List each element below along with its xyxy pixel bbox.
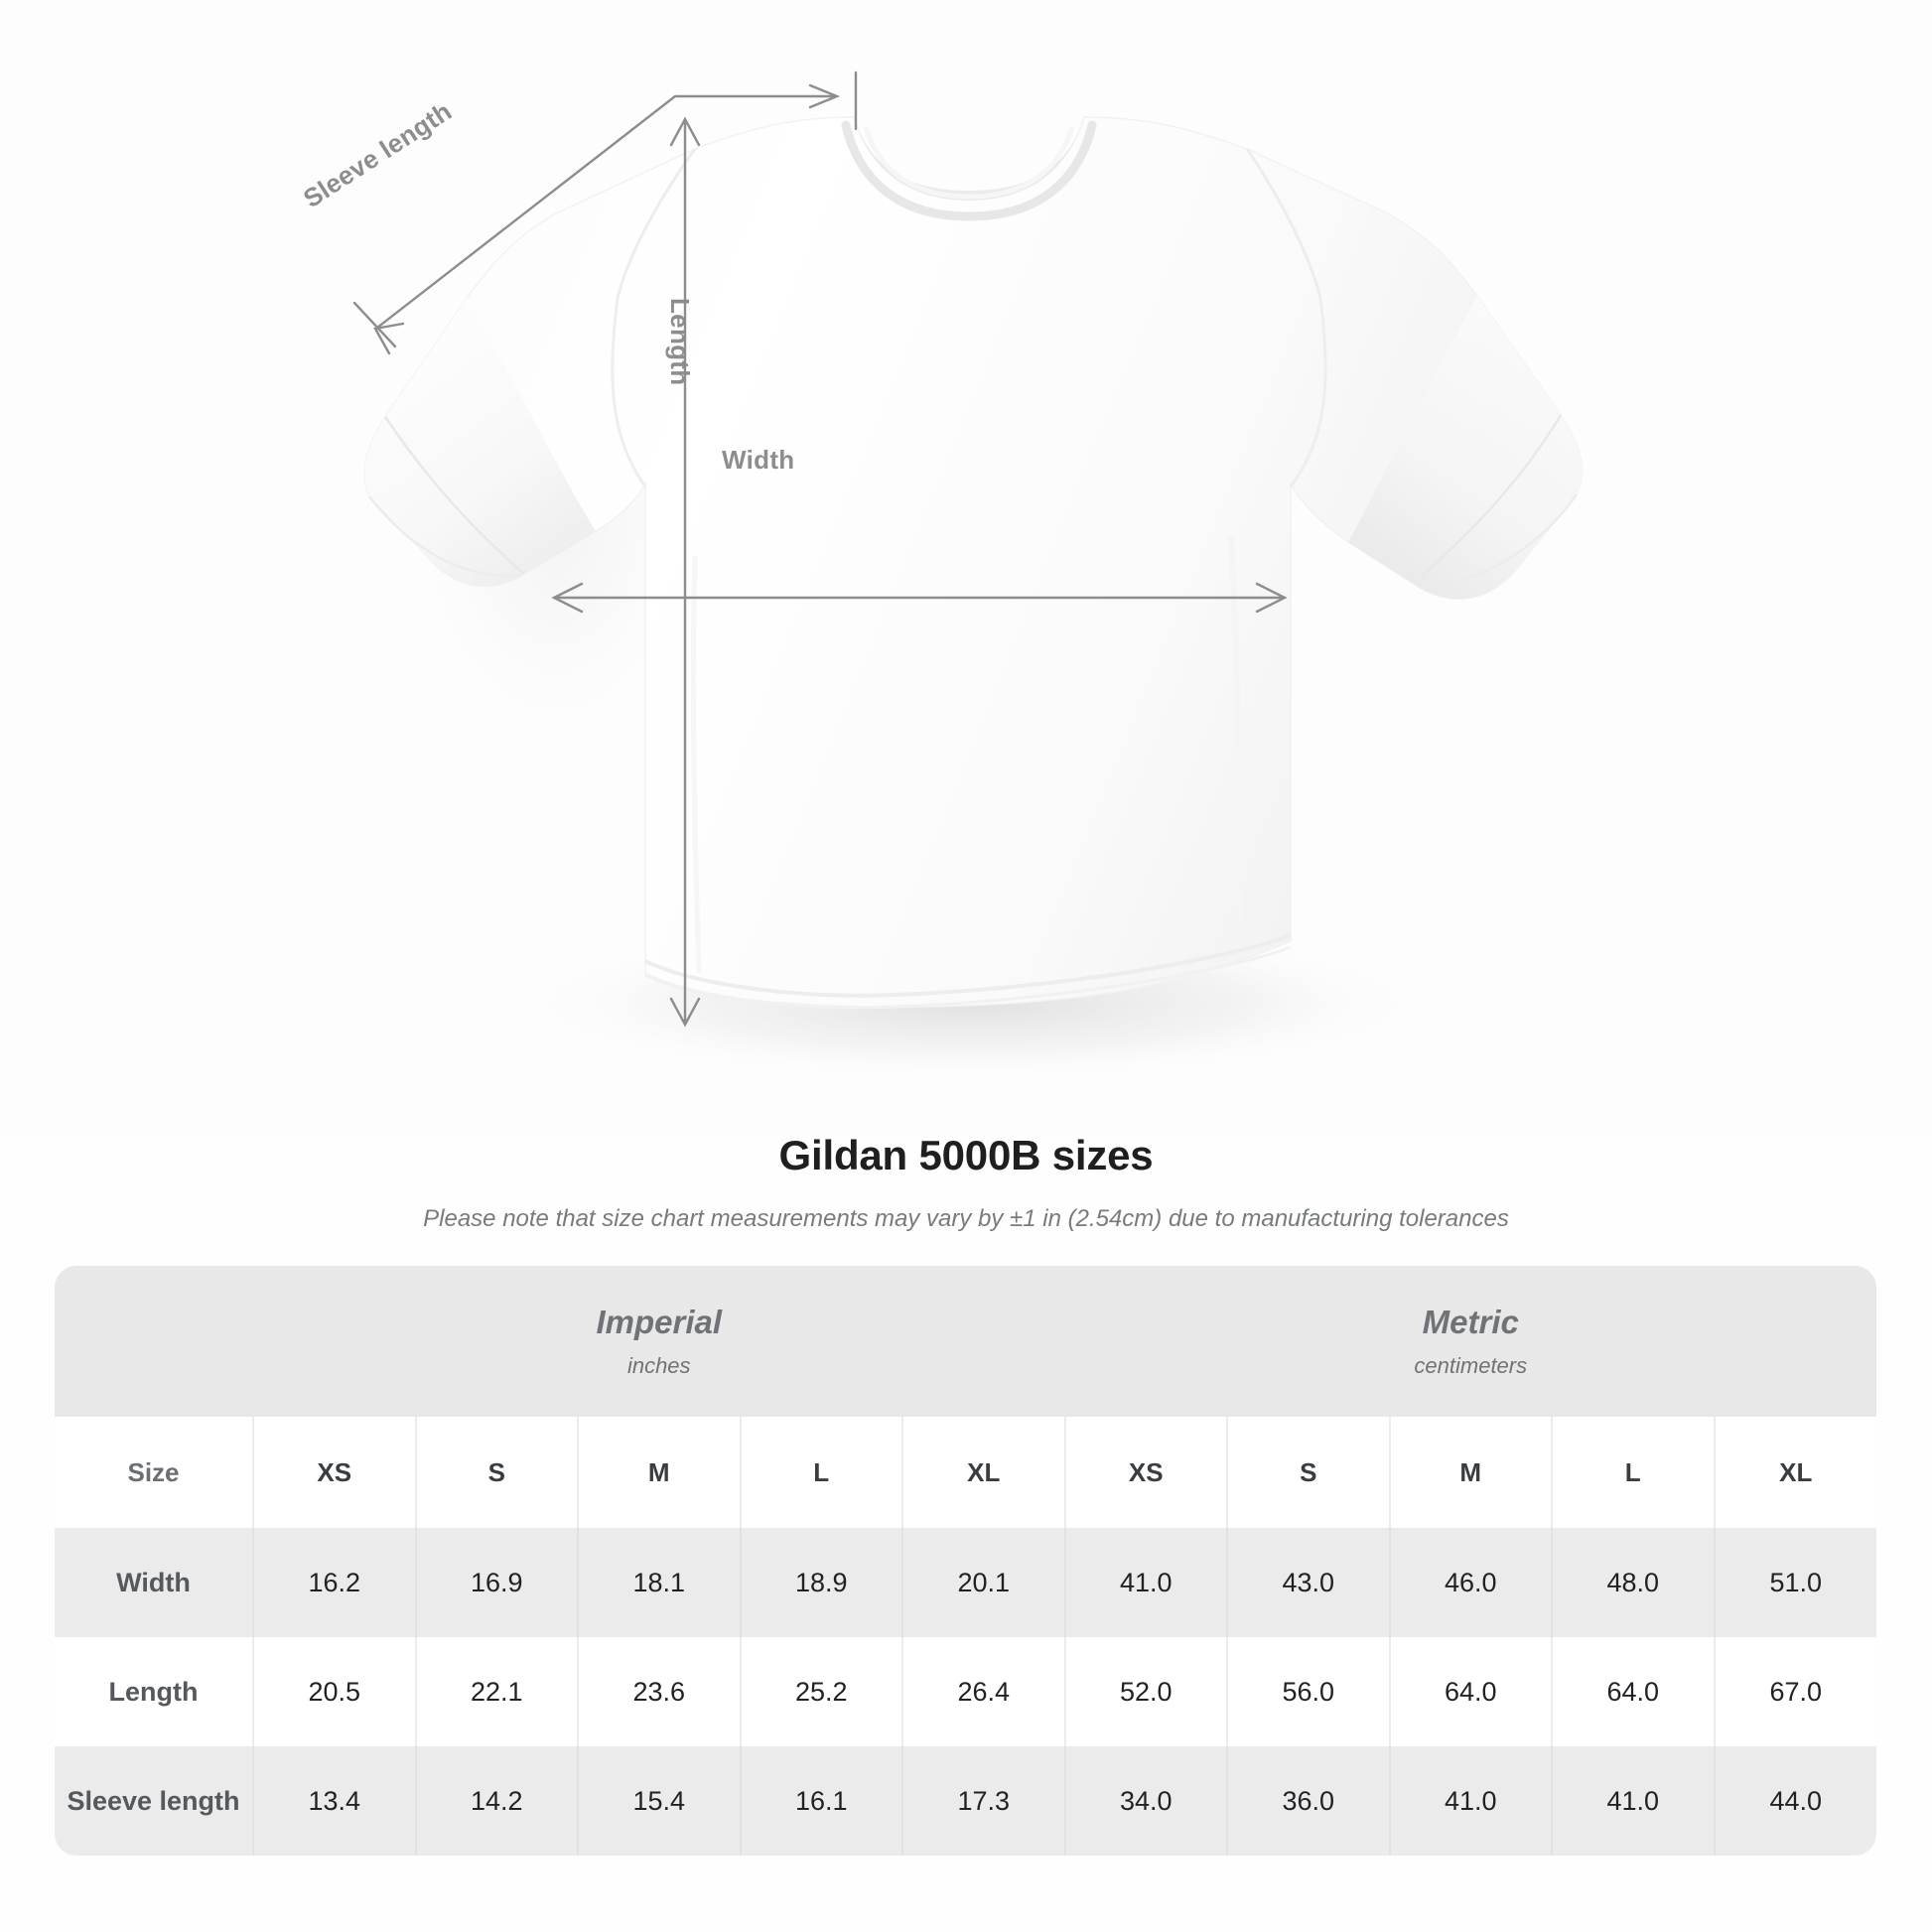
width-annotation-label: Width	[722, 445, 795, 475]
sleeve-diagonal-line	[375, 94, 677, 330]
column-header-metric-xl: XL	[1713, 1417, 1876, 1528]
cell-length-imperial-xs: 20.5	[252, 1637, 416, 1746]
size-chart-table-wrapper: Imperial inches Metric centimeters Size …	[55, 1266, 1876, 1856]
length-arrowhead-top	[669, 116, 701, 147]
cell-width-imperial-xl: 20.1	[901, 1528, 1065, 1637]
column-header-imperial-xs: XS	[252, 1417, 416, 1528]
cell-width-imperial-m: 18.1	[577, 1528, 741, 1637]
cell-length-metric-xs: 52.0	[1063, 1637, 1227, 1746]
unit-group-metric-name: Metric	[1422, 1304, 1519, 1341]
sleeve-tick-bottom	[352, 301, 397, 348]
title-block: Gildan 5000B sizes Please note that size…	[0, 1132, 1932, 1233]
cell-sleeve-imperial-s: 14.2	[414, 1746, 578, 1856]
column-header-size: Size	[55, 1417, 253, 1528]
length-annotation-label: Length	[665, 298, 695, 386]
unit-group-imperial-unit: inches	[626, 1352, 691, 1378]
cell-width-metric-l: 48.0	[1551, 1528, 1715, 1637]
cell-length-metric-s: 56.0	[1226, 1637, 1390, 1746]
unit-group-spacer	[55, 1266, 253, 1417]
unit-group-imperial-name: Imperial	[596, 1304, 723, 1341]
cell-length-metric-m: 64.0	[1388, 1637, 1552, 1746]
sleeve-arrowhead-bottom	[373, 322, 405, 355]
column-header-imperial-xl: XL	[901, 1417, 1065, 1528]
product-diagram: Sleeve length Length Width	[298, 70, 1584, 1082]
column-header-imperial-l: L	[739, 1417, 902, 1528]
width-arrowhead-left	[551, 582, 584, 614]
column-header-imperial-m: M	[577, 1417, 741, 1528]
cell-width-metric-m: 46.0	[1388, 1528, 1552, 1637]
unit-group-row: Imperial inches Metric centimeters	[55, 1266, 1876, 1417]
row-label-length: Length	[55, 1637, 253, 1746]
width-arrowhead-right	[1255, 582, 1288, 614]
cell-length-imperial-xl: 26.4	[901, 1637, 1065, 1746]
cell-sleeve-imperial-xl: 17.3	[901, 1746, 1065, 1856]
cell-sleeve-metric-xl: 44.0	[1713, 1746, 1876, 1856]
cell-width-metric-xs: 41.0	[1063, 1528, 1227, 1637]
table-row: Width 16.2 16.9 18.1 18.9 20.1 41.0 43.0…	[55, 1528, 1876, 1637]
column-header-metric-s: S	[1226, 1417, 1390, 1528]
row-label-width: Width	[55, 1528, 253, 1637]
unit-group-metric-unit: centimeters	[1414, 1352, 1528, 1378]
cell-width-imperial-s: 16.9	[414, 1528, 578, 1637]
cell-width-metric-xl: 51.0	[1713, 1528, 1876, 1637]
cell-sleeve-imperial-l: 16.1	[739, 1746, 902, 1856]
tshirt-illustration	[352, 70, 1584, 1082]
unit-group-metric: Metric centimeters	[1064, 1266, 1876, 1417]
page-title: Gildan 5000B sizes	[778, 1132, 1154, 1178]
column-header-metric-xs: XS	[1063, 1417, 1227, 1528]
unit-group-imperial: Imperial inches	[253, 1266, 1065, 1417]
cell-sleeve-imperial-xs: 13.4	[252, 1746, 416, 1856]
column-header-metric-m: M	[1388, 1417, 1552, 1528]
sleeve-arrowhead-top	[808, 83, 841, 109]
cell-sleeve-metric-s: 36.0	[1226, 1746, 1390, 1856]
size-header-row: Size XS S M L XL XS S M L XL	[55, 1417, 1876, 1528]
table-row: Length 20.5 22.1 23.6 25.2 26.4 52.0 56.…	[55, 1637, 1876, 1746]
cell-length-imperial-m: 23.6	[577, 1637, 741, 1746]
column-header-imperial-s: S	[414, 1417, 578, 1528]
cell-sleeve-imperial-m: 15.4	[577, 1746, 741, 1856]
column-header-metric-l: L	[1551, 1417, 1715, 1528]
table-row: Sleeve length 13.4 14.2 15.4 16.1 17.3 3…	[55, 1746, 1876, 1856]
cell-sleeve-metric-l: 41.0	[1551, 1746, 1715, 1856]
cell-length-metric-xl: 67.0	[1713, 1637, 1876, 1746]
cell-sleeve-metric-xs: 34.0	[1063, 1746, 1227, 1856]
cell-sleeve-metric-m: 41.0	[1388, 1746, 1552, 1856]
measurement-overlay	[352, 70, 1288, 1028]
cell-width-imperial-l: 18.9	[739, 1528, 902, 1637]
cell-width-imperial-xs: 16.2	[252, 1528, 416, 1637]
cell-length-metric-l: 64.0	[1551, 1637, 1715, 1746]
length-arrowhead-bottom	[669, 997, 701, 1028]
tolerance-note: Please note that size chart measurements…	[423, 1205, 1509, 1232]
row-label-sleeve-length: Sleeve length	[55, 1746, 253, 1856]
cell-length-imperial-s: 22.1	[414, 1637, 578, 1746]
cell-width-metric-s: 43.0	[1226, 1528, 1390, 1637]
size-chart-table: Imperial inches Metric centimeters Size …	[55, 1266, 1876, 1856]
cell-length-imperial-l: 25.2	[739, 1637, 902, 1746]
